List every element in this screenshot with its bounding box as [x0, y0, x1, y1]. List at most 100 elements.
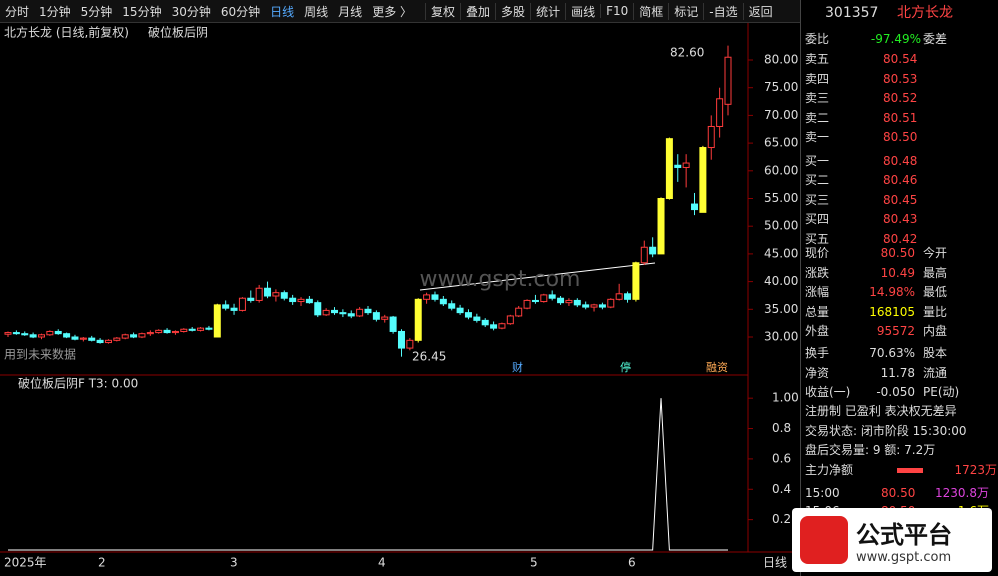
candle-body [372, 312, 380, 320]
cell: 80.51 [883, 110, 918, 125]
candle-body [305, 298, 313, 304]
candle-body [381, 316, 389, 320]
candle-body [423, 294, 431, 300]
annotation: 82.60 [670, 46, 704, 60]
cell: 80.50 [880, 246, 915, 260]
cell: 15:00 [805, 486, 840, 500]
annotation: 26.45 [412, 350, 446, 364]
candle-body [598, 304, 606, 308]
cell: 今开 [923, 246, 948, 260]
cell: -0.050 [876, 385, 915, 399]
candle-body [540, 294, 548, 303]
candle-body [649, 246, 657, 255]
candle-body [707, 125, 715, 149]
y-tick-label: 30.00 [764, 330, 798, 344]
toolbar-button[interactable]: 15分钟 [122, 4, 162, 19]
toolbar-button[interactable]: 分时 [5, 4, 30, 19]
logo-icon [800, 516, 848, 564]
candle-body [548, 294, 556, 299]
candle-body [439, 298, 447, 305]
quote-row: 涨跌 10.49 最高 [805, 264, 997, 282]
trend-line [419, 262, 656, 291]
quote-row: 外盘 95572 内盘 [805, 322, 997, 340]
cell: 80.50 [883, 130, 918, 144]
candle-body [29, 334, 37, 338]
candle-body [205, 327, 213, 330]
candle-body [632, 262, 640, 300]
cell: 内盘 [923, 324, 948, 338]
toolbar: 分时 1分钟 5分钟 15分钟 30分钟 60分钟 日线 周线 月线 更多 〉复权 叠加 多股 统计 画线… [0, 0, 800, 23]
y-tick-label: 40.00 [764, 274, 798, 288]
candle-body [130, 334, 138, 338]
cell: 95572 [876, 324, 915, 338]
x-tick-label: 6 [628, 556, 636, 570]
candle-body [347, 313, 355, 317]
stock-code: 301357 [825, 5, 879, 21]
quote-row: 15:00 80.50 1230.8万 [805, 484, 997, 502]
flow-bar [897, 468, 923, 473]
y-tick-label: 50.00 [764, 219, 798, 233]
candle-body [682, 162, 690, 168]
toolbar-button[interactable]: 叠加 [460, 2, 495, 20]
candle-body [255, 287, 263, 301]
y-tick-label: 0.4 [772, 482, 791, 496]
toolbar-button[interactable]: F10 [600, 4, 633, 18]
quote-row: 买三 80.45 [805, 191, 997, 209]
candle-body [624, 293, 632, 300]
toolbar-button[interactable]: 30分钟 [171, 4, 211, 19]
period-label: 日线 [763, 556, 787, 570]
toolbar-button[interactable]: 统计 [530, 2, 565, 20]
candle-body [213, 304, 221, 338]
cell: 买三 [805, 192, 830, 207]
toolbar-button[interactable]: 复权 [425, 2, 460, 20]
candle-body [573, 299, 581, 306]
logo-text: 公式平台 www.gspt.com [856, 515, 952, 565]
quote-row: 总量 168105 量比 [805, 303, 997, 321]
toolbar-button[interactable]: 标记 [668, 2, 703, 20]
toolbar-button[interactable]: 返回 [742, 2, 778, 20]
y-tick-label: 0.2 [772, 512, 791, 526]
stock-name: 北方长龙 [897, 5, 953, 21]
candle-body [406, 339, 414, 349]
toolbar-button[interactable]: 简框 [633, 2, 668, 20]
toolbar-button[interactable]: 日线 [270, 4, 295, 19]
cell: 1723万 [954, 463, 997, 477]
quote-row: 主力净额 1723万 [805, 461, 997, 479]
cell: 买二 [805, 173, 830, 187]
toolbar-button[interactable]: 月线 [338, 4, 363, 19]
toolbar-button[interactable]: -自选 [703, 2, 742, 20]
y-tick-label: 75.00 [764, 80, 798, 94]
candle-body [180, 328, 188, 332]
chart-title: 北方长龙 (日线,前复权) [4, 25, 129, 40]
y-tick-label: 60.00 [764, 163, 798, 177]
logo: 公式平台 www.gspt.com [792, 508, 992, 572]
candle-body [230, 307, 238, 311]
candle-body [448, 303, 456, 309]
cell: 涨跌 [805, 265, 830, 280]
cell: 股本 [923, 346, 948, 360]
candle-body [414, 298, 422, 341]
cell: 80.45 [883, 192, 918, 207]
candle-body [46, 330, 54, 336]
toolbar-button[interactable]: 1分钟 [39, 4, 71, 19]
candle-body [138, 333, 146, 338]
toolbar-button[interactable]: 5分钟 [80, 4, 113, 19]
y-tick-label: 0.8 [772, 421, 791, 435]
toolbar-button[interactable]: 周线 [304, 4, 329, 19]
y-tick-label: 55.00 [764, 191, 798, 205]
cell: 卖二 [805, 110, 830, 125]
cell: 卖一 [805, 130, 830, 144]
candle-body [272, 292, 280, 297]
candle-body [280, 292, 288, 299]
y-tick-label: 0.6 [772, 451, 791, 465]
toolbar-button[interactable]: 60分钟 [220, 4, 261, 19]
candle-body [607, 298, 615, 308]
x-tick-label: 2025年 [4, 556, 47, 570]
toolbar-button[interactable]: 更多 〉 [372, 4, 413, 19]
y-tick-label: 65.00 [764, 136, 798, 150]
toolbar-button[interactable]: 画线 [565, 2, 600, 20]
toolbar-button[interactable]: 多股 [495, 2, 530, 20]
cell: 总量 [805, 304, 830, 319]
cell: 流通 [923, 365, 948, 380]
candle-body [640, 246, 648, 264]
